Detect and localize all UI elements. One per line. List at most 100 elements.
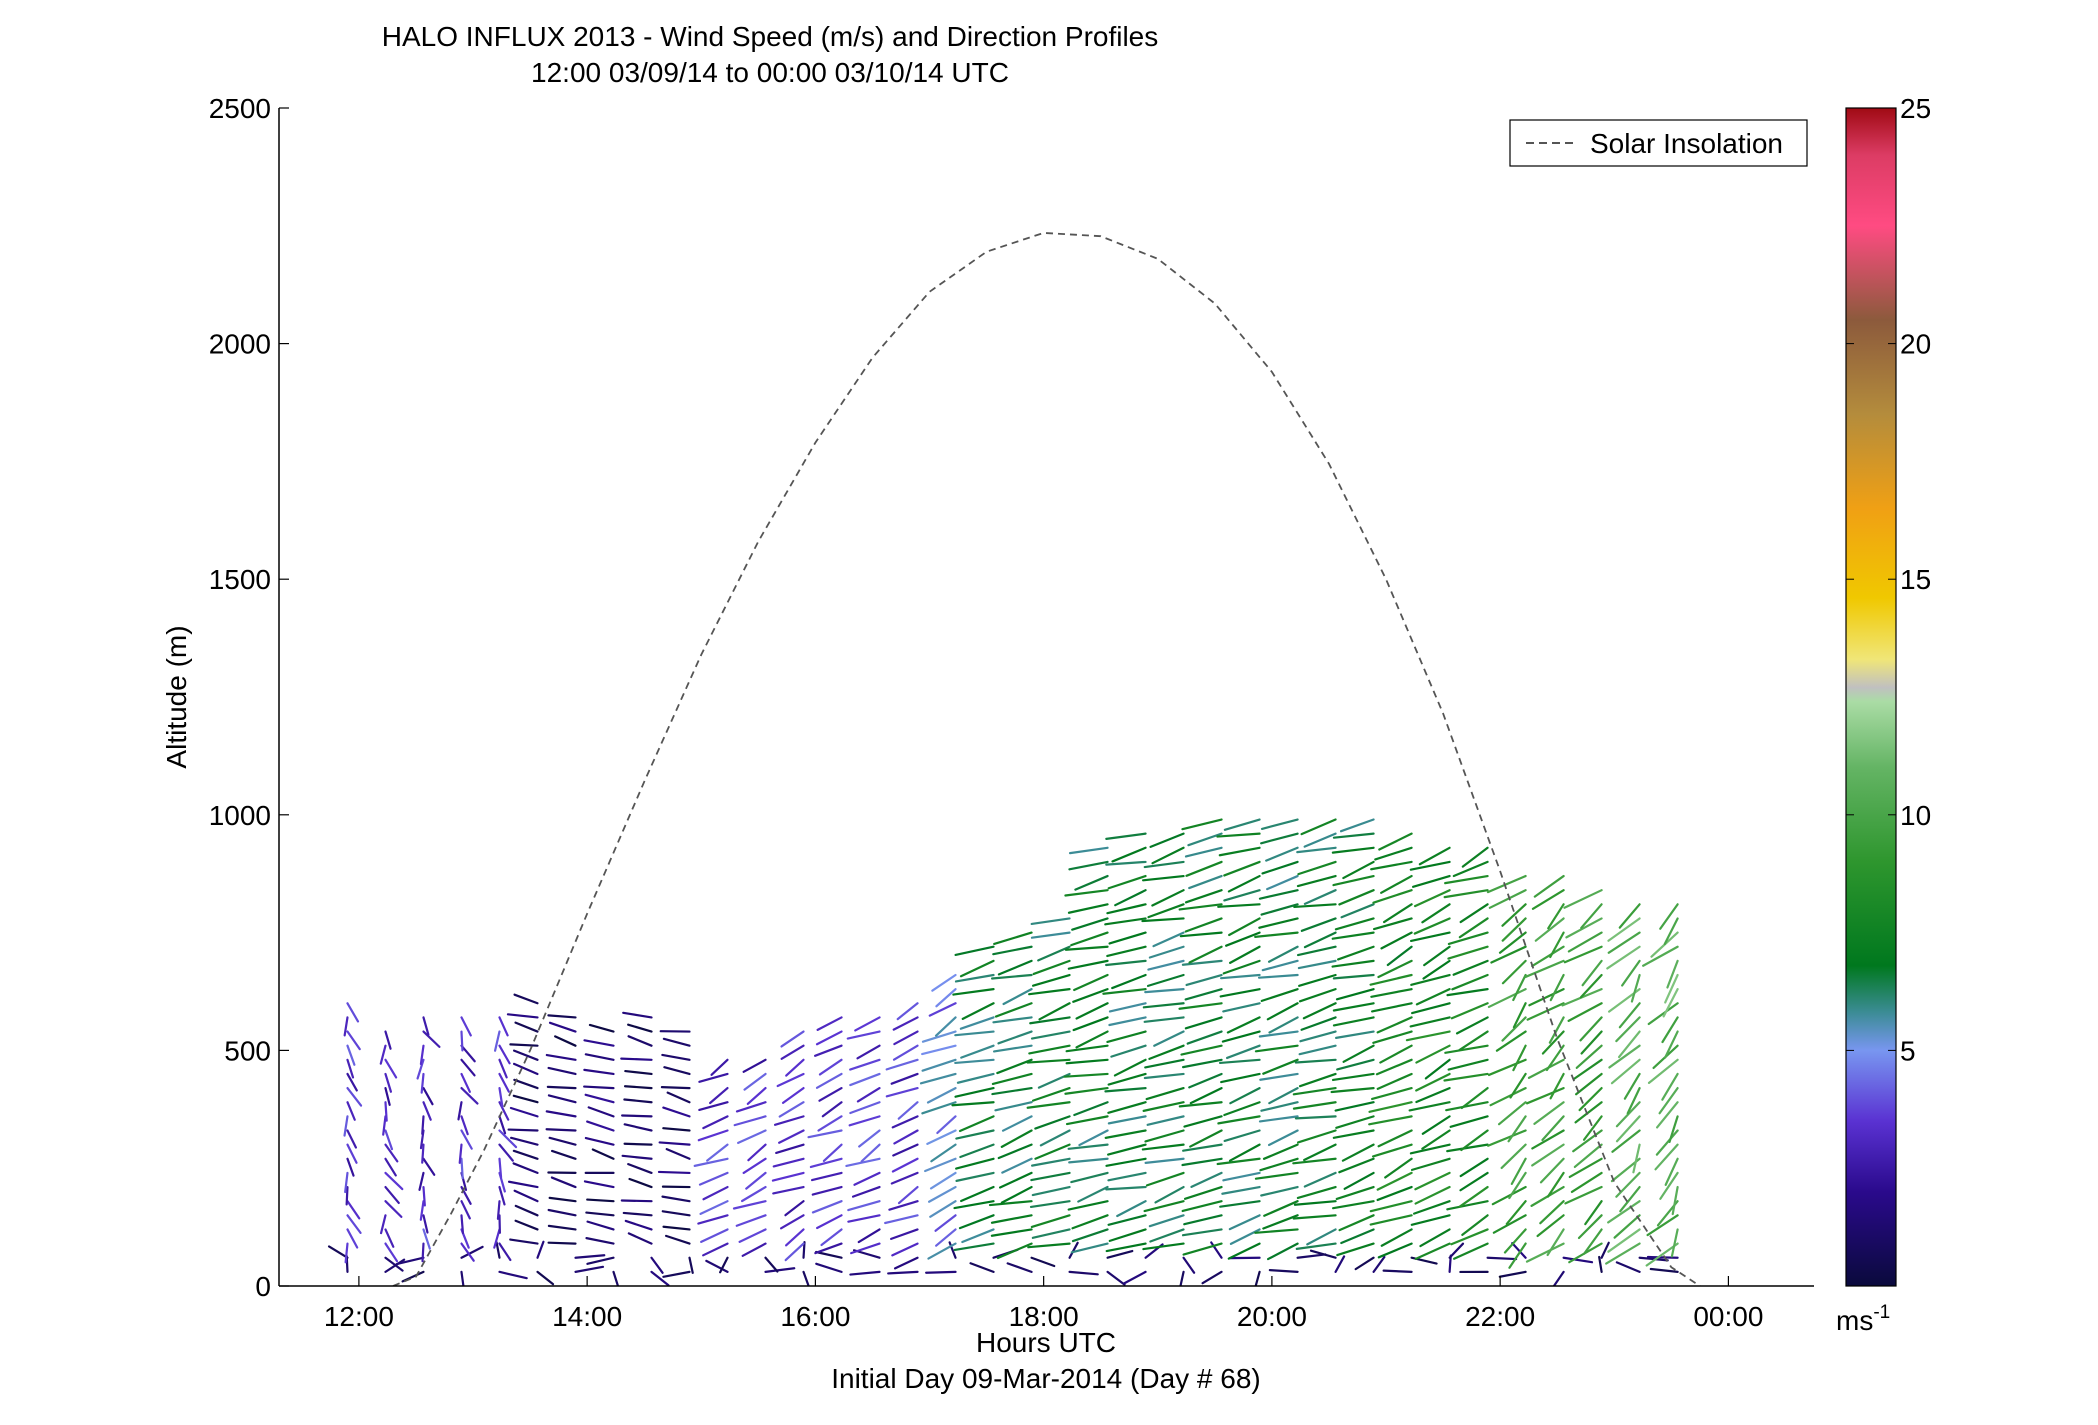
x-tick-label: 00:00	[1693, 1301, 1763, 1332]
wind-barb	[1380, 874, 1413, 894]
wind-barb	[1630, 973, 1641, 1003]
chart-title: HALO INFLUX 2013 - Wind Speed (m/s) and …	[382, 21, 1159, 52]
wind-barb	[811, 1200, 843, 1214]
wind-barb	[550, 1176, 577, 1189]
wind-barb	[1105, 1242, 1147, 1253]
wind-barb	[1541, 1030, 1565, 1055]
wind-barb	[1376, 1072, 1413, 1090]
wind-barb	[1184, 1016, 1223, 1030]
wind-barb	[688, 1256, 694, 1274]
wind-barb	[1105, 1185, 1147, 1191]
wind-barb	[888, 1200, 919, 1211]
wind-barb	[1584, 1200, 1603, 1226]
wind-barb	[1028, 988, 1071, 996]
wind-barb	[779, 1214, 805, 1230]
wind-barb	[955, 1157, 995, 1170]
wind-barb	[1563, 945, 1603, 964]
wind-barb	[1338, 1157, 1375, 1174]
wind-barb	[624, 1219, 653, 1231]
wind-barb	[384, 1143, 399, 1163]
wind-barb	[514, 1219, 539, 1231]
wind-barb	[1111, 973, 1147, 990]
wind-barb	[697, 1129, 729, 1142]
wind-barb	[661, 1053, 691, 1061]
wind-barb	[1574, 1101, 1603, 1124]
wind-barb	[1182, 1143, 1223, 1152]
wind-barb	[583, 1068, 615, 1076]
wind-barb	[384, 1242, 399, 1263]
wind-barb	[384, 1256, 404, 1272]
wind-barb	[1065, 1058, 1109, 1065]
wind-barb	[1512, 1002, 1527, 1029]
wind-barb	[419, 1200, 425, 1221]
wind-barb	[536, 1270, 555, 1286]
wind-barb	[1409, 1016, 1451, 1028]
wind-barb	[1486, 1256, 1518, 1261]
wind-barb	[1178, 903, 1223, 911]
wind-barb	[1073, 1101, 1109, 1117]
wind-barb	[1105, 832, 1147, 840]
wind-barb	[1148, 945, 1185, 959]
wind-barb	[1664, 1030, 1679, 1059]
wind-barb	[785, 1228, 805, 1247]
wind-barb	[1145, 1171, 1185, 1187]
wind-barb	[1342, 1044, 1375, 1063]
wind-barb	[1447, 931, 1489, 946]
wind-barb	[927, 1185, 957, 1203]
wind-barb	[699, 1200, 729, 1215]
wind-barb	[1488, 889, 1527, 909]
wind-barb	[1533, 874, 1565, 898]
wind-barb	[498, 1101, 510, 1121]
wind-barb	[498, 1072, 510, 1093]
wind-barb	[346, 1214, 362, 1234]
wind-barb	[1511, 1242, 1527, 1259]
wind-barb	[930, 1143, 957, 1163]
wind-barb	[1575, 1044, 1603, 1069]
wind-barb	[1116, 1200, 1147, 1218]
wind-barb	[1072, 988, 1109, 1003]
wind-barb	[1262, 1143, 1299, 1160]
wind-barb	[1508, 1242, 1527, 1269]
wind-barb	[1201, 1270, 1223, 1285]
wind-barb	[747, 1143, 767, 1162]
wind-barb	[1143, 860, 1185, 869]
wind-barb	[847, 1214, 881, 1223]
wind-barb	[1408, 1101, 1451, 1112]
wind-barb	[784, 1200, 805, 1217]
wind-barb	[1581, 959, 1603, 987]
wind-barb	[547, 1208, 577, 1217]
wind-barb	[1260, 818, 1299, 831]
wind-barb	[693, 1157, 729, 1167]
wind-barb	[996, 1242, 1033, 1260]
wind-barb	[848, 1115, 881, 1127]
wind-barb	[921, 1044, 957, 1056]
wind-barb	[1451, 973, 1489, 991]
wind-barb	[460, 1200, 471, 1220]
wind-barb	[1071, 1214, 1109, 1230]
wind-barb	[623, 1142, 653, 1146]
wind-barb	[1039, 1129, 1071, 1147]
wind-barb	[1510, 1157, 1527, 1185]
colorbar-unit: ms-1	[1836, 1302, 1890, 1336]
wind-barb	[1031, 1157, 1071, 1167]
wind-barb	[1563, 889, 1603, 909]
wind-barb	[1263, 1200, 1299, 1217]
wind-barb	[1489, 1086, 1527, 1107]
wind-barb	[382, 1115, 387, 1136]
wind-barb	[1541, 1115, 1565, 1142]
wind-barb	[897, 1101, 919, 1120]
wind-barb	[1067, 1143, 1109, 1150]
wind-barb	[1371, 1002, 1413, 1013]
wind-barb	[1068, 846, 1109, 855]
wind-barb	[1492, 1214, 1527, 1234]
wind-barb	[1645, 1242, 1679, 1267]
wind-barb	[1607, 1228, 1641, 1253]
wind-barb	[422, 1214, 429, 1234]
wind-barb	[700, 1228, 729, 1243]
wind-barb	[1580, 1030, 1603, 1055]
wind-barb	[507, 1180, 539, 1189]
wind-barb	[735, 1101, 767, 1113]
wind-barb	[1332, 874, 1375, 887]
wind-barb	[1227, 1242, 1261, 1260]
wind-barb	[584, 1053, 615, 1061]
